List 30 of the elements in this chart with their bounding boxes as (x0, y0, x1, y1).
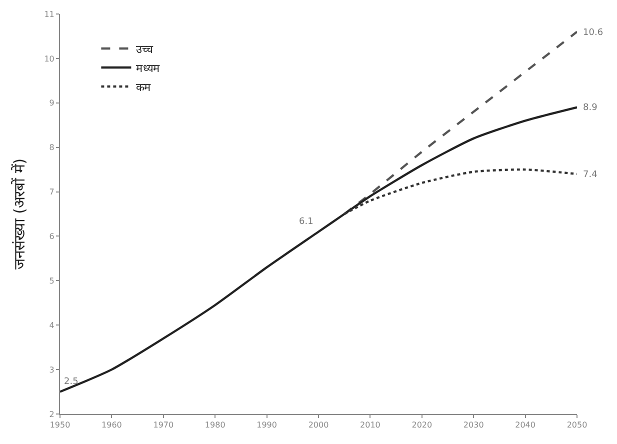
x-tick-label: 1960 (102, 420, 122, 430)
data-label: 2.5 (64, 377, 78, 387)
legend-label: कम (136, 80, 152, 94)
legend-label: मध्यम (136, 62, 160, 75)
x-tick-label: 2040 (515, 420, 536, 430)
data-label: 7.4 (583, 170, 598, 180)
y-tick-label: 11 (44, 10, 54, 19)
x-tick-label: 1970 (153, 420, 174, 430)
data-label: 8.9 (583, 103, 598, 113)
data-label: 10.6 (583, 28, 604, 38)
y-tick-label: 9 (49, 98, 54, 108)
y-tick-label: 2 (49, 410, 54, 419)
x-tick-label: 2020 (412, 420, 432, 430)
x-tick-label: 1990 (256, 420, 277, 430)
y-tick-label: 10 (44, 54, 54, 64)
y-tick-label: 5 (49, 276, 54, 286)
x-tick-label: 2010 (360, 420, 380, 430)
legend-label: उच्च (136, 42, 154, 56)
y-tick-label: 6 (49, 232, 54, 242)
y-axis-title: जनसंख्या (अरबों में) (10, 158, 28, 270)
y-tick-label: 7 (49, 188, 54, 197)
data-label: 6.1 (299, 217, 314, 227)
x-tick-label: 1950 (50, 420, 70, 430)
x-tick-label: 2030 (463, 420, 484, 430)
y-tick-label: 3 (49, 365, 54, 374)
x-tick-label: 2050 (566, 420, 588, 430)
y-tick-label: 8 (49, 143, 54, 152)
y-tick-label: 4 (49, 320, 54, 330)
x-tick-label: 2000 (308, 420, 329, 430)
x-tick-label: 1980 (204, 420, 226, 430)
